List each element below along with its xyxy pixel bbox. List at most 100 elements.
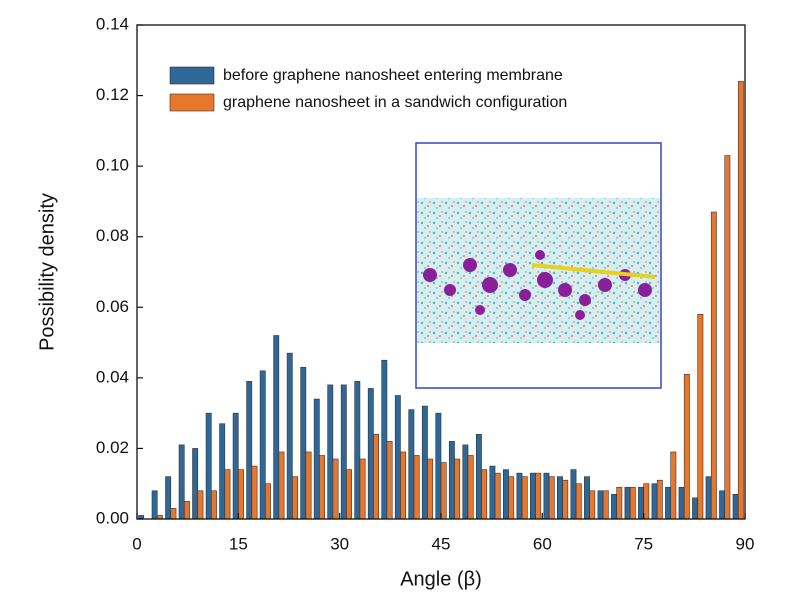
- bar: [265, 483, 271, 520]
- bar: [305, 451, 312, 520]
- y-tick-label: 0.08: [96, 226, 129, 245]
- bar: [300, 366, 307, 520]
- legend-label: graphene nanosheet in a sandwich configu…: [223, 94, 567, 111]
- bar: [394, 395, 401, 520]
- bar: [638, 486, 644, 520]
- bar: [400, 451, 407, 520]
- bar: [656, 479, 663, 520]
- bar: [313, 398, 320, 520]
- x-tick-label: 60: [533, 534, 552, 553]
- bar: [643, 483, 650, 520]
- bar: [327, 384, 334, 520]
- bar: [521, 476, 528, 520]
- x-tick-label: 30: [330, 534, 349, 553]
- bar: [346, 469, 352, 520]
- bar: [386, 441, 393, 520]
- bar: [211, 490, 217, 520]
- x-tick-label: 15: [229, 534, 248, 553]
- y-tick-label: 0.04: [96, 367, 129, 386]
- bar: [562, 479, 569, 520]
- bar: [467, 455, 474, 520]
- y-tick-label: 0.06: [96, 297, 129, 316]
- bar: [665, 486, 671, 520]
- bar: [489, 465, 496, 520]
- bar: [683, 374, 690, 520]
- bar: [616, 486, 623, 520]
- bar: [224, 469, 231, 520]
- y-tick-label: 0.14: [96, 14, 129, 33]
- bar: [651, 483, 658, 520]
- bar: [286, 352, 293, 520]
- bar: [624, 486, 631, 520]
- bar: [183, 501, 190, 520]
- bar: [508, 476, 515, 520]
- legend-swatch: [169, 93, 215, 112]
- bar: [170, 508, 177, 520]
- x-tick-label: 0: [132, 534, 141, 553]
- bar: [570, 469, 577, 520]
- bar: [421, 405, 428, 520]
- bar: [530, 472, 536, 520]
- bar: [440, 462, 447, 520]
- bar: [475, 434, 482, 520]
- y-tick-label: 0.12: [96, 85, 129, 104]
- bar: [151, 490, 158, 520]
- y-tick-label: 0.00: [96, 508, 129, 527]
- bar: [192, 448, 199, 520]
- bar: [381, 359, 388, 520]
- bar: [710, 211, 717, 520]
- x-tick-label: 45: [432, 534, 451, 553]
- bar: [494, 472, 501, 520]
- bar: [724, 155, 731, 520]
- bar: [332, 458, 339, 520]
- bar: [516, 472, 523, 520]
- bar: [219, 423, 226, 520]
- y-tick-label: 0.10: [96, 156, 129, 175]
- bar: [278, 451, 285, 520]
- bar: [481, 469, 488, 520]
- bar: [454, 458, 461, 520]
- x-axis-label: Angle (β): [400, 568, 482, 590]
- bar: [462, 444, 469, 520]
- x-tick-label: 75: [634, 534, 653, 553]
- bar: [367, 388, 374, 520]
- bar: [589, 490, 596, 520]
- inset-image: [415, 142, 662, 389]
- legend-label: before graphene nanosheet entering membr…: [223, 67, 563, 84]
- bar: [692, 497, 699, 520]
- bar: [408, 409, 415, 520]
- bar: [584, 476, 590, 520]
- bar: [602, 490, 609, 520]
- bar: [629, 486, 636, 520]
- bar: [719, 490, 726, 520]
- bar: [548, 476, 555, 520]
- bar: [292, 476, 298, 520]
- bar: [543, 472, 550, 520]
- bar: [737, 81, 744, 520]
- bar: [678, 486, 685, 520]
- bar: [535, 472, 542, 520]
- bar: [732, 493, 739, 520]
- bar: [597, 490, 604, 520]
- bar: [435, 412, 442, 520]
- bar: [273, 335, 280, 520]
- y-tick-label: 0.02: [96, 438, 129, 457]
- bar: [427, 458, 434, 520]
- y-axis-label: Possibility density: [36, 193, 58, 351]
- bar: [251, 465, 258, 520]
- bar: [413, 455, 420, 520]
- bar: [259, 370, 266, 520]
- bar: [575, 483, 582, 520]
- bar: [373, 434, 380, 520]
- bar: [670, 451, 677, 520]
- bar: [205, 412, 212, 520]
- bar: [557, 476, 563, 520]
- bar: [238, 469, 244, 520]
- bar: [697, 314, 704, 520]
- bar: [232, 412, 239, 520]
- bar: [340, 384, 347, 520]
- bar: [502, 469, 509, 520]
- bar: [448, 441, 455, 520]
- bar: [359, 458, 366, 520]
